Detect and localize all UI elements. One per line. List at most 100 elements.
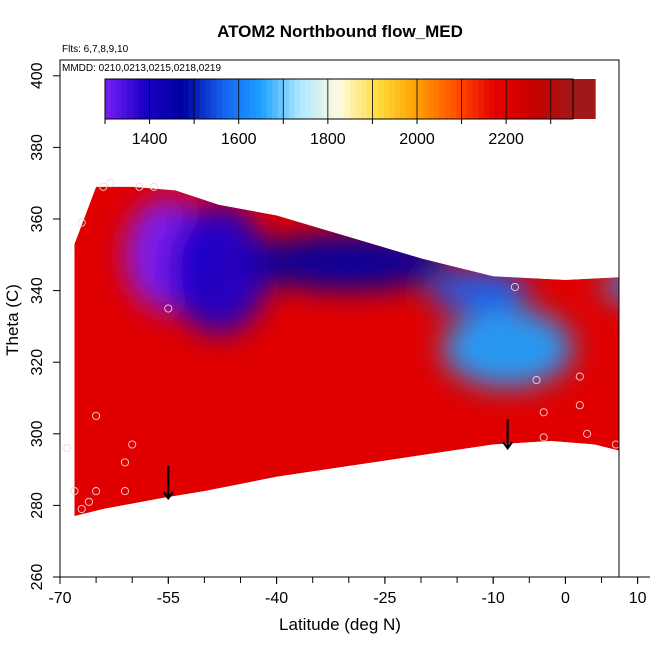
x-tick-label: 10	[629, 590, 647, 607]
colorbar-segment	[561, 79, 568, 119]
colorbar-segment	[127, 79, 134, 119]
observation-point	[84, 497, 93, 506]
x-tick-label: -70	[48, 590, 71, 607]
y-axis-label: Theta (C)	[3, 284, 22, 356]
colorbar-segment	[383, 79, 390, 119]
colorbar-segment	[495, 79, 501, 119]
colorbar-segment	[188, 79, 195, 119]
observation-point	[575, 401, 584, 410]
observation-point	[611, 440, 619, 449]
colorbar-segment	[160, 79, 167, 119]
colorbar-segment	[589, 79, 596, 119]
y-tick-label: 360	[29, 206, 46, 233]
colorbar-segment	[489, 79, 496, 119]
colorbar-segment	[428, 79, 435, 119]
colorbar-segment	[305, 79, 312, 119]
observation-point	[92, 487, 101, 496]
colorbar-segment	[132, 79, 139, 119]
dates-label: MMDD: 0210,0213,0215,0218,0219	[62, 63, 221, 74]
colorbar-segment	[155, 79, 162, 119]
colorbar-segment	[283, 79, 290, 119]
colorbar-segment	[233, 79, 240, 119]
chart-title: ATOM2 Northbound flow_MED	[217, 22, 463, 41]
observation-point	[539, 408, 548, 417]
colorbar-segment	[121, 79, 128, 119]
colorbar-segment	[311, 79, 318, 119]
colorbar-segment	[222, 79, 228, 119]
field-blob	[442, 308, 573, 388]
colorbar-segment	[478, 79, 485, 119]
observation-point	[77, 504, 86, 514]
colorbar-segment	[366, 79, 373, 119]
colorbar-segment	[138, 79, 145, 119]
colorbar-segment	[177, 79, 184, 119]
colorbar-segment	[517, 79, 524, 119]
colorbar-segment	[578, 79, 585, 119]
observation-point	[128, 440, 137, 449]
arrows	[162, 419, 514, 501]
colorbar-segment	[105, 79, 111, 119]
colorbar-segment	[350, 79, 357, 119]
colorbar-segment	[300, 79, 306, 119]
colorbar-frame	[104, 78, 574, 120]
x-axis-label: Latitude (deg N)	[279, 615, 401, 634]
colorbar-segment	[327, 79, 334, 119]
observation-point	[627, 355, 634, 362]
y-tick-label: 380	[29, 134, 46, 161]
colorbar-segment	[545, 79, 552, 119]
observation-point	[63, 444, 72, 453]
colorbar-segment	[249, 79, 256, 119]
colorbar-segment	[556, 79, 563, 119]
colorbar-segment	[372, 79, 379, 119]
colorbar-tick-label: 1400	[132, 131, 168, 148]
colorbar-segment	[400, 79, 407, 119]
y-tick-label: 280	[29, 492, 46, 519]
observation-point	[510, 282, 519, 292]
colorbar-segment	[511, 79, 518, 119]
colorbar-segment	[210, 79, 217, 119]
x-tick-label: -40	[265, 590, 288, 607]
colorbar-segment	[506, 79, 513, 119]
colorbar-segment	[433, 79, 440, 119]
colorbar-segment	[277, 79, 284, 119]
observation-point	[164, 304, 173, 313]
colorbar-segment	[183, 79, 189, 119]
observation-point	[620, 402, 627, 409]
colorbar-segment	[500, 79, 507, 119]
observation-point	[106, 179, 115, 188]
colorbar-segment	[116, 79, 123, 119]
colorbar-segment	[272, 79, 279, 119]
observation-points	[63, 179, 634, 514]
colorbar-segment	[355, 79, 362, 119]
flights-label: Flts: 6,7,8,9,10	[62, 44, 129, 55]
colorbar-tick-label: 1800	[310, 131, 346, 148]
colorbar-segment	[199, 79, 206, 119]
observation-point	[120, 458, 130, 467]
plot-content	[63, 179, 634, 549]
colorbar-segment	[344, 79, 351, 119]
colorbar-segment	[205, 79, 212, 119]
colorbar-segment	[573, 79, 579, 119]
colorbar-segment	[255, 79, 262, 119]
colorbar-segment	[528, 79, 535, 119]
colorbar-segment	[439, 79, 446, 119]
colorbar-segment	[361, 79, 368, 119]
x-tick-label: -25	[373, 590, 396, 607]
observation-point	[92, 411, 101, 420]
observation-point	[70, 487, 79, 496]
colorbar-segment	[567, 79, 574, 119]
colorbar-segment	[539, 79, 546, 119]
colorbar-segment	[534, 79, 540, 119]
y-tick-label: 320	[29, 349, 46, 376]
colorbar-segment	[238, 79, 245, 119]
x-tick-label: -55	[157, 590, 180, 607]
colorbar-segment	[522, 79, 529, 119]
colorbar-segment	[227, 79, 234, 119]
colorbar-segment	[444, 79, 451, 119]
colorbar-segment	[339, 79, 345, 119]
observation-point	[149, 182, 158, 191]
colorbar-segment	[417, 79, 423, 119]
colorbar-segment	[461, 79, 468, 119]
colorbar-segment	[266, 79, 273, 119]
observation-point	[539, 433, 548, 442]
